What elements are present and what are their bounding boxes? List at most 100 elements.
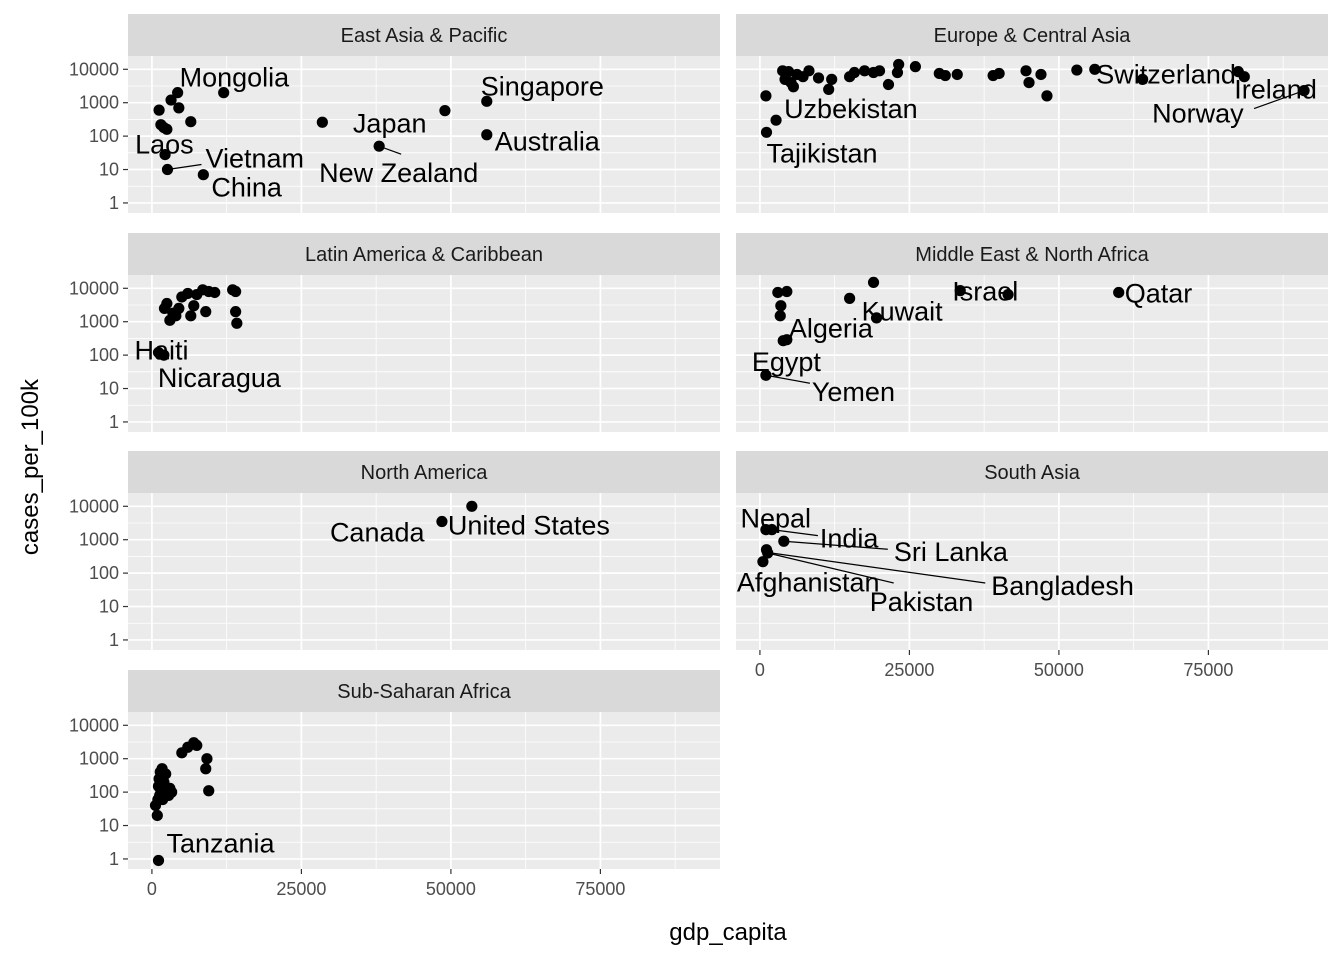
data-point (161, 163, 174, 176)
data-point (153, 104, 165, 116)
data-point (760, 90, 772, 102)
label-leader-line (765, 374, 811, 384)
panel-background (736, 275, 1328, 432)
data-point (158, 349, 170, 361)
point-label-algeria: Algeria (789, 314, 874, 344)
data-point (203, 785, 215, 797)
data-point (481, 95, 493, 107)
y-tick-label: 1000 (79, 530, 119, 550)
data-point (893, 58, 905, 71)
point-label-uzbekistan: Uzbekistan (784, 94, 918, 124)
facet-strip-label: Sub-Saharan Africa (337, 681, 511, 703)
y-tick-label: 1000 (79, 312, 119, 332)
data-point (165, 94, 177, 106)
data-point (439, 105, 451, 117)
facet-strip (736, 233, 1328, 275)
point-label-japan: Japan (353, 109, 427, 139)
point-label-switzerland: Switzerland (1096, 60, 1236, 90)
data-point (781, 334, 793, 346)
point-label-norway: Norway (1152, 99, 1244, 129)
data-point (152, 854, 165, 867)
y-tick-label: 10 (99, 597, 119, 617)
point-label-australia: Australia (495, 127, 601, 157)
facet-strip-label: Europe & Central Asia (934, 25, 1132, 47)
point-label-nepal: Nepal (740, 504, 811, 534)
data-point (159, 148, 171, 161)
data-point (1002, 288, 1014, 301)
data-point (803, 65, 815, 77)
y-tick-label: 10 (99, 160, 119, 180)
data-point (909, 61, 921, 73)
x-tick-label: 75000 (575, 879, 625, 899)
data-point (882, 78, 895, 91)
y-tick-label: 1 (109, 630, 119, 650)
point-label-haiti: Haiti (134, 335, 188, 365)
data-point (161, 123, 173, 135)
data-point (1089, 63, 1101, 75)
facet-strip-label: Middle East & North Africa (915, 244, 1149, 266)
facet-strip (736, 14, 1328, 56)
point-label-united-states: United States (448, 510, 610, 540)
y-tick-label: 10000 (69, 715, 119, 735)
label-leader-line (167, 163, 202, 171)
y-tick-label: 100 (89, 782, 119, 802)
x-axis-title: gdp_capita (669, 919, 787, 946)
data-point (185, 310, 197, 322)
point-label-nicaragua: Nicaragua (158, 363, 282, 393)
point-label-singapore: Singapore (481, 71, 604, 101)
data-point (151, 809, 163, 822)
data-point (848, 66, 861, 79)
point-label-new-zealand: New Zealand (319, 158, 478, 188)
panel-europe-central-asia: Europe & Central Asia SwitzerlandIrelandN… (736, 14, 1328, 213)
point-label-india: India (820, 524, 880, 554)
data-point (774, 310, 786, 322)
label-leader-line (378, 145, 402, 155)
y-tick-label: 10 (99, 379, 119, 399)
data-point (185, 116, 197, 128)
y-axis-title: cases_per_100k (17, 378, 44, 555)
data-point (760, 126, 773, 138)
data-point (161, 297, 173, 310)
panel-latin-america-caribbean: Latin America & Caribbean 1 10 100 1000 10000… (69, 233, 720, 432)
panel-middle-east-north-africa: Middle East & North Africa Qatar Israel Kuw… (736, 233, 1328, 432)
data-point (951, 68, 963, 81)
data-point (182, 287, 194, 300)
data-point (173, 302, 185, 315)
x-tick-label: 25000 (884, 660, 934, 680)
data-point (1113, 286, 1125, 299)
label-leader-line (783, 540, 888, 550)
data-point (954, 285, 966, 297)
point-label-laos: Laos (135, 130, 194, 160)
point-label-sri-lanka: Sri Lanka (894, 537, 1009, 567)
data-point (200, 306, 212, 318)
point-label-pakistan: Pakistan (870, 587, 974, 617)
x-tick-label: 0 (755, 660, 765, 680)
data-point (770, 114, 782, 126)
point-label-ireland: Ireland (1234, 75, 1317, 105)
facet-strip-label: South Asia (984, 462, 1081, 484)
data-point (873, 65, 886, 77)
y-tick-label: 10000 (69, 496, 119, 516)
panel-sub-saharan-africa: Sub-Saharan Africa 1 10 100 1000 10000 0 25000 5… (69, 670, 720, 899)
panel-east-asia-pacific: East Asia & Pacific 1 10 100 1000 10000 Mongol… (69, 14, 720, 213)
data-point (775, 300, 787, 312)
point-label-tanzania: Tanzania (166, 828, 275, 858)
y-tick-label: 10 (99, 816, 119, 836)
point-label-vietnam: Vietnam (205, 144, 304, 174)
facet-strip (128, 14, 720, 56)
data-point (172, 87, 184, 99)
data-point (1238, 71, 1250, 83)
label-leader-line (771, 529, 818, 537)
data-point (867, 276, 880, 289)
data-point (201, 753, 213, 765)
data-point (188, 300, 200, 312)
point-label-mongolia: Mongolia (180, 63, 291, 93)
facet-strip-label: Latin America & Caribbean (305, 244, 543, 266)
data-point (781, 285, 793, 298)
data-point (939, 69, 951, 82)
data-point (166, 786, 178, 798)
data-point (197, 169, 209, 181)
y-tick-label: 10000 (69, 59, 119, 79)
point-label-yemen: Yemen (812, 377, 895, 407)
